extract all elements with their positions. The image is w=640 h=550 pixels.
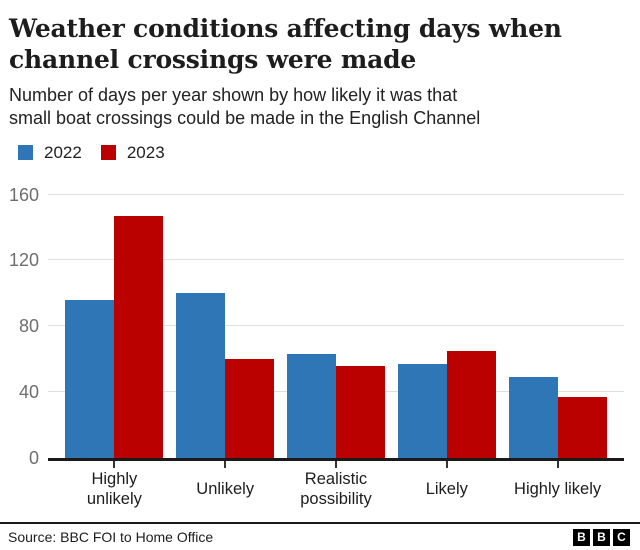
legend-swatch-2022: [18, 145, 33, 161]
legend-label: 2022: [44, 142, 82, 162]
bar-2023-likely: [446, 350, 496, 458]
bbc-logo-block-1: B: [573, 528, 590, 546]
legend-item-2022: 2022: [18, 143, 82, 163]
bar-group-2: [170, 195, 281, 458]
y-tick-label-160: 160: [8, 184, 39, 205]
bar-group-3: [281, 195, 392, 458]
bar-2022-highly-likely: [508, 377, 558, 458]
x-axis-ticks: [59, 458, 613, 470]
x-tick-label: Realistic possibility: [300, 470, 372, 508]
x-tick-1: [113, 460, 116, 468]
y-tick-label-0: 0: [28, 447, 39, 468]
chart-subtitle: Number of days per year shown by how lik…: [0, 75, 640, 130]
bar-2023-realistic-possibility: [335, 365, 385, 458]
bar-2022-likely: [397, 364, 447, 458]
page-title: Weather conditions affecting days when c…: [0, 0, 640, 75]
x-tick-label: Highly likely: [514, 479, 602, 498]
bars-layer: [59, 195, 613, 458]
legend-label: 2023: [126, 142, 165, 162]
bar-2023-unlikely: [225, 359, 275, 458]
bar-group-1: [59, 195, 170, 458]
subtitle-line-2: small boat crossings could be made in th…: [9, 107, 481, 128]
x-label-wrap-3: Realistic possibility: [281, 469, 392, 511]
gridline-80: [48, 325, 624, 327]
gridline-160: [48, 193, 624, 195]
bbc-logo-block-2: B: [593, 528, 610, 546]
x-tick-label: Likely: [425, 479, 468, 498]
bar-2022-unlikely: [176, 293, 226, 458]
x-label-wrap-2: Unlikely: [170, 469, 281, 511]
bar-2022-realistic-possibility: [286, 354, 336, 458]
x-label-wrap-5: Highly likely: [502, 469, 613, 511]
bbc-logo-block-3: C: [613, 528, 630, 546]
x-axis-labels: Highly unlikely Unlikely Realistic possibi…: [48, 461, 624, 511]
x-tick-3: [335, 460, 337, 468]
x-tick-label: Highly unlikely: [86, 470, 142, 508]
bar-2022-highly-unlikely: [65, 299, 115, 458]
x-tick-2: [224, 460, 227, 468]
plot-area: [48, 193, 624, 468]
bar-2023-highly-likely: [557, 396, 607, 458]
source-text: Source: BBC FOI to Home Office: [8, 529, 214, 545]
title-line-2: channel crossings were made: [9, 44, 417, 74]
x-label-wrap-1: Highly unlikely: [59, 469, 170, 511]
x-label-wrap-4: Likely: [391, 469, 502, 511]
legend-swatch-2023: [100, 145, 116, 161]
x-tick-label: Unlikely: [196, 479, 255, 498]
bar-chart: 0 40 80 120 160 Highly unlikely Unlikely Reali…: [0, 186, 624, 511]
subtitle-line-1: Number of days per year shown by how lik…: [9, 85, 458, 105]
bar-2023-highly-unlikely: [114, 216, 164, 458]
x-tick-5: [556, 460, 559, 468]
bar-group-4: [391, 195, 502, 458]
legend: 2022 2023: [18, 143, 640, 163]
y-tick-label-40: 40: [18, 381, 39, 402]
legend-item-2023: 2023: [100, 142, 165, 163]
y-tick-label-80: 80: [18, 316, 39, 337]
x-tick-4: [445, 460, 448, 468]
y-axis-labels: 0 40 80 120 160: [0, 186, 48, 467]
bar-group-5: [502, 195, 613, 458]
y-tick-label-120: 120: [8, 250, 39, 271]
gridline-120: [48, 259, 624, 261]
title-line-1: Weather conditions affecting days when: [9, 14, 562, 43]
